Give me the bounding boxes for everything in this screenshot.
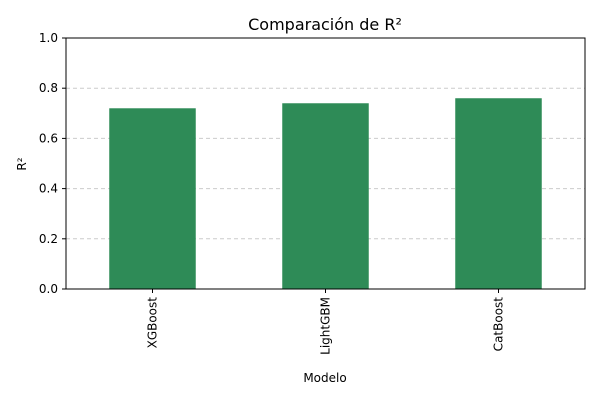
y-tick-label: 0.8	[39, 81, 58, 95]
bars	[109, 98, 542, 290]
x-tick-label: XGBoost	[146, 297, 160, 349]
bar-lightgbm	[282, 103, 369, 289]
y-tick-label: 0.4	[39, 182, 58, 196]
y-axis-label: R²	[15, 157, 29, 170]
chart-title: Comparación de R²	[248, 15, 402, 34]
bar-xgboost	[109, 108, 196, 289]
y-axis: 0.0 0.2 0.4 0.6 0.8 1.0	[39, 31, 66, 296]
x-tick-label: CatBoost	[492, 297, 506, 352]
bar-catboost	[455, 98, 542, 290]
y-tick-label: 0.2	[39, 232, 58, 246]
y-tick-label: 1.0	[39, 31, 58, 45]
x-axis-label: Modelo	[303, 371, 346, 385]
x-tick-label: LightGBM	[319, 297, 333, 355]
x-axis: XGBoost LightGBM CatBoost	[146, 289, 506, 355]
y-tick-label: 0.0	[39, 282, 58, 296]
y-tick-label: 0.6	[39, 131, 58, 145]
